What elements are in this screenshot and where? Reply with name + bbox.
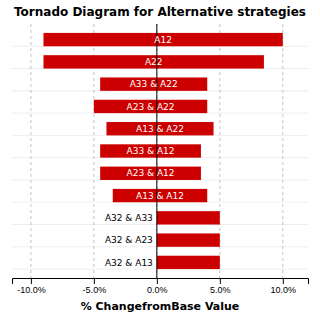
bar (100, 144, 201, 157)
category-label: A23 & A12 (127, 168, 175, 178)
bar (94, 100, 207, 113)
category-label: A32 & A33 (105, 213, 153, 223)
tick-mark (157, 278, 158, 284)
axis-line (13, 279, 309, 285)
tick: 0.0% (147, 278, 168, 295)
category-label: A32 & A13 (105, 258, 153, 268)
category-label: A32 & A23 (105, 235, 153, 245)
x-axis-title: % ChangefromBase Value (81, 300, 240, 313)
bar (157, 256, 220, 269)
bar (157, 211, 220, 224)
tick-label: 0.0% (147, 285, 168, 295)
x-axis: -10.0% -5.0% 0.0% 5.0% 10.0% (13, 278, 309, 295)
tick-mark (283, 278, 284, 284)
tick: 5.0% (210, 278, 231, 295)
tick: 10.0% (271, 278, 297, 295)
tick-label: 10.0% (271, 285, 297, 295)
tick-label: 5.0% (210, 285, 231, 295)
bars (43, 33, 282, 269)
grid-line (30, 24, 31, 278)
separators (12, 46, 308, 269)
category-label: A12 (154, 35, 172, 45)
bar (113, 189, 207, 202)
bar (43, 33, 282, 46)
bar (43, 55, 263, 68)
tick: -10.0% (17, 278, 46, 295)
plot: A12 A22 A33 & A22 A23 & A22 A13 & A22 A33 & A… (12, 24, 309, 295)
category-label: A33 & A12 (127, 146, 175, 156)
chart: A12 A22 A33 & A22 A23 & A22 A13 & A22 A33 & A… (0, 0, 320, 320)
bar (100, 77, 207, 90)
category-label: A13 & A12 (136, 191, 184, 201)
category-label: A23 & A22 (127, 102, 175, 112)
category-label: A33 & A22 (130, 79, 178, 89)
tick-label: -10.0% (17, 285, 46, 295)
category-label: A13 & A22 (136, 124, 184, 134)
grid (31, 24, 283, 278)
tick-mark (220, 278, 221, 284)
tick: -5.0% (83, 278, 107, 295)
bar (100, 167, 201, 180)
tick-mark (94, 278, 95, 284)
bar (157, 233, 220, 246)
tick-mark (31, 278, 32, 284)
bar (106, 122, 213, 135)
tick-label: -5.0% (83, 285, 107, 295)
grid-line (282, 24, 283, 278)
title: Tornado Diagram for Alternative strategi… (14, 5, 306, 19)
category-label: A22 (145, 57, 163, 67)
category-labels: A12 A22 A33 & A22 A23 & A22 A13 & A22 A33 & A… (105, 35, 184, 268)
